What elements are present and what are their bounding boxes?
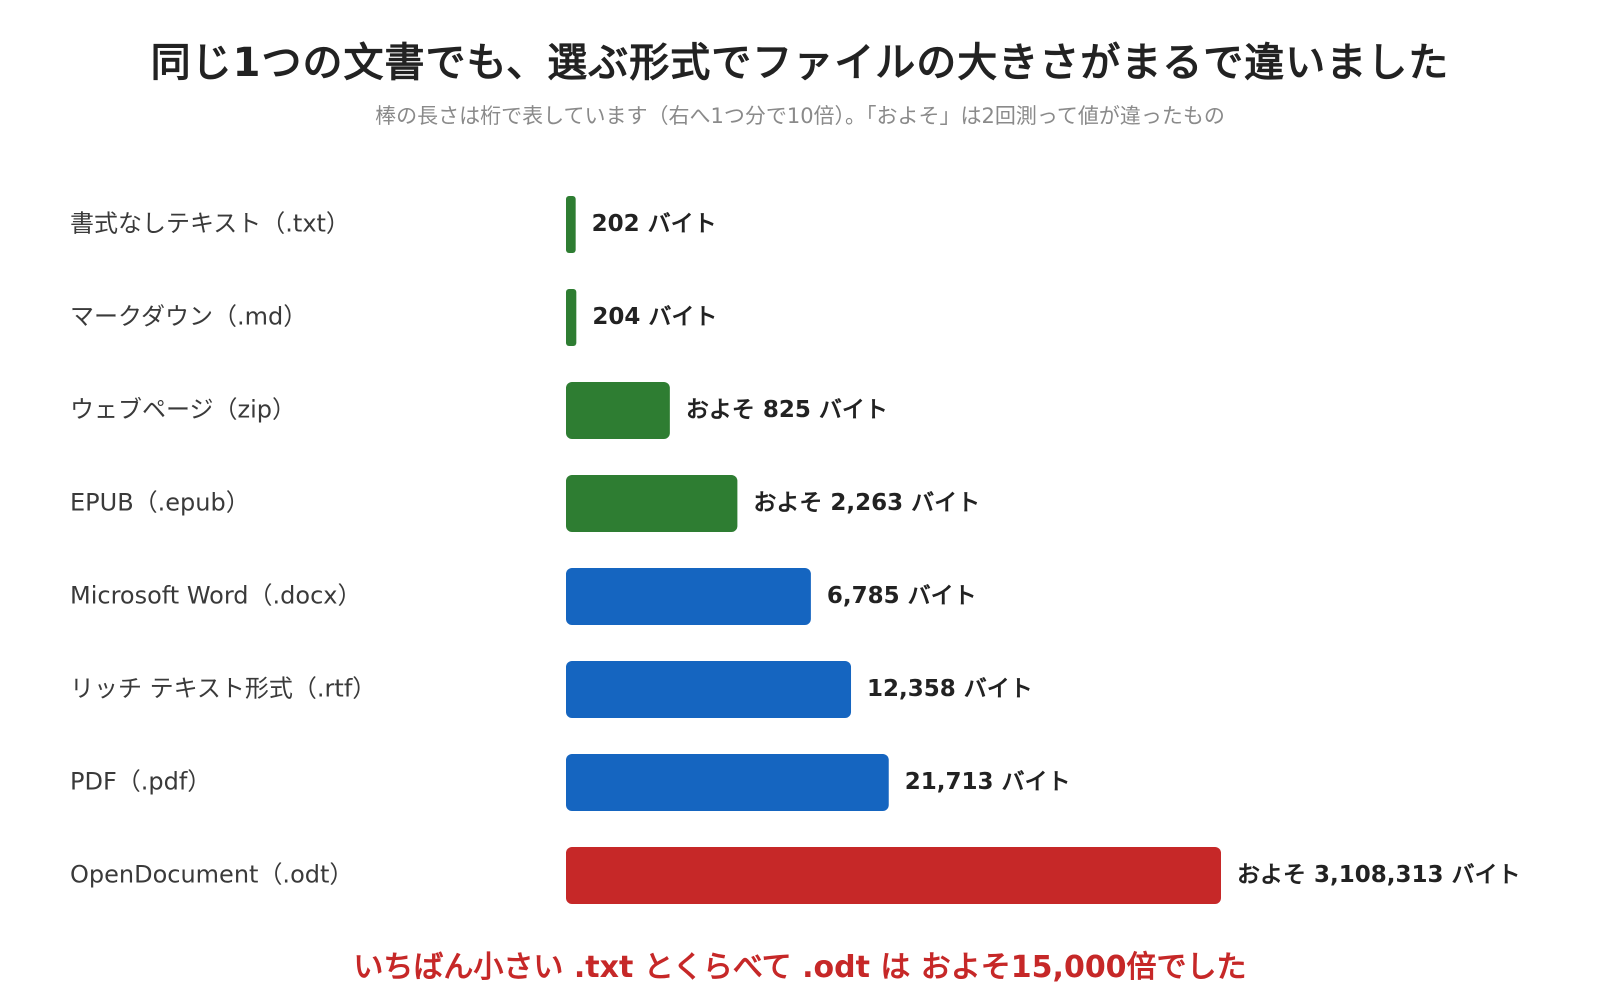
- category-label: PDF（.pdf）: [70, 768, 211, 796]
- bar-row: PDF（.pdf） 21,713 バイト: [70, 754, 1071, 811]
- bar: [566, 196, 576, 253]
- value-label: およそ 3,108,313 バイト: [1237, 862, 1521, 888]
- bar: [566, 847, 1221, 904]
- value-label: 12,358 バイト: [867, 676, 1033, 702]
- value-label: 204 バイト: [592, 304, 717, 330]
- chart-subtitle: 棒の長さは桁で表しています（右へ1つ分で10倍）。「およそ」は2回測って値が違っ…: [375, 104, 1225, 128]
- bar-row: マークダウン（.md） 204 バイト: [70, 289, 717, 346]
- category-label: EPUB（.epub）: [70, 489, 250, 517]
- bar: [566, 289, 577, 346]
- category-label: 書式なしテキスト（.txt）: [70, 210, 350, 238]
- category-label: リッチ テキスト形式（.rtf）: [70, 675, 376, 703]
- summary-note: いちばん小さい .txt とくらべて .odt は およそ15,000倍でした: [353, 950, 1247, 985]
- value-label: 6,785 バイト: [827, 583, 977, 609]
- chart-title: 同じ1つの文書でも、選ぶ形式でファイルの大きさがまるで違いました: [150, 40, 1450, 86]
- value-label: およそ 825 バイト: [686, 397, 888, 423]
- bar-row: 書式なしテキスト（.txt） 202 バイト: [70, 196, 717, 253]
- bar-row: Microsoft Word（.docx） 6,785 バイト: [70, 568, 977, 625]
- bar-row: EPUB（.epub） およそ 2,263 バイト: [70, 475, 980, 532]
- bar: [566, 475, 738, 532]
- value-label: 21,713 バイト: [905, 769, 1071, 795]
- bar: [566, 568, 811, 625]
- bar: [566, 382, 670, 439]
- value-label: 202 バイト: [592, 211, 717, 237]
- bar-row: ウェブページ（zip） およそ 825 バイト: [70, 382, 888, 439]
- category-label: OpenDocument（.odt）: [70, 861, 353, 889]
- category-label: マークダウン（.md）: [70, 303, 307, 331]
- value-label: およそ 2,263 バイト: [753, 490, 980, 516]
- bar-row: リッチ テキスト形式（.rtf） 12,358 バイト: [70, 661, 1033, 718]
- category-label: ウェブページ（zip）: [70, 396, 296, 424]
- bar: [566, 661, 852, 718]
- bar-row: OpenDocument（.odt） およそ 3,108,313 バイト: [70, 847, 1521, 904]
- category-label: Microsoft Word（.docx）: [70, 582, 361, 610]
- bar: [566, 754, 889, 811]
